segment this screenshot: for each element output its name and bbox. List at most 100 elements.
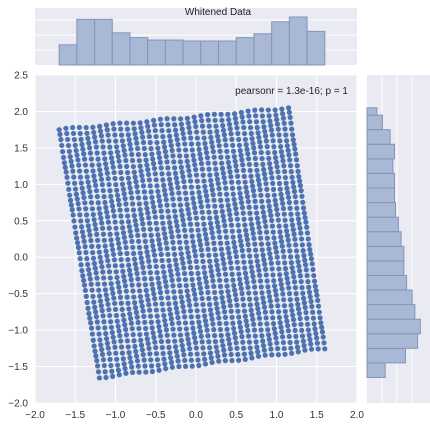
scatter-point (218, 246, 224, 252)
scatter-point (120, 143, 126, 149)
scatter-point (283, 223, 289, 229)
scatter-point (204, 155, 211, 161)
scatter-point (275, 169, 281, 175)
scatter-point (181, 265, 187, 271)
scatter-point (269, 217, 275, 224)
scatter-point (194, 221, 200, 227)
scatter-point (80, 273, 86, 279)
scatter-point (105, 345, 111, 351)
scatter-point (158, 295, 164, 301)
scatter-point (309, 303, 315, 310)
scatter-point (144, 249, 150, 255)
scatter-point (220, 170, 226, 176)
scatter-point (247, 345, 253, 351)
scatter-point (284, 143, 290, 149)
scatter-point (161, 230, 168, 237)
scatter-point (182, 320, 189, 326)
scatter-point (105, 132, 111, 138)
scatter-point (153, 133, 159, 140)
scatter-point (90, 337, 96, 343)
scatter-point (216, 229, 222, 235)
scatter-point (202, 231, 209, 237)
scatter-point (212, 203, 218, 209)
scatter-point (114, 231, 120, 237)
scatter-point (272, 155, 279, 161)
scatter-point (139, 129, 145, 135)
scatter-point (136, 244, 143, 251)
right-hist-bar (366, 260, 405, 276)
scatter-point (293, 333, 299, 339)
scatter-point (188, 270, 194, 277)
scatter-point (191, 287, 197, 293)
scatter-point (265, 332, 272, 338)
scatter-point (148, 363, 155, 369)
scatter-point (282, 351, 288, 357)
scatter-point (240, 119, 246, 125)
scatter-point (140, 221, 146, 227)
scatter-point (233, 253, 239, 260)
scatter-point (301, 300, 308, 306)
right-hist-bar (366, 129, 391, 145)
scatter-point (227, 346, 233, 352)
scatter-point (246, 296, 253, 302)
scatter-point (147, 183, 153, 189)
scatter-point (133, 309, 139, 315)
scatter-point (132, 343, 138, 350)
scatter-point (143, 157, 149, 163)
scatter-point (145, 128, 152, 134)
scatter-point (72, 224, 78, 230)
scatter-point (103, 336, 110, 342)
scatter-point (187, 346, 193, 352)
scatter-point (213, 166, 219, 172)
scatter-point (179, 256, 185, 262)
scatter-point (214, 305, 220, 312)
scatter-point (171, 116, 177, 122)
scatter-point (97, 293, 103, 299)
scatter-point (166, 257, 172, 264)
scatter-point (236, 271, 242, 277)
y-tick-label: −2.0 (8, 399, 28, 410)
scatter-point (157, 328, 163, 334)
scatter-point (150, 330, 156, 336)
scatter-point (286, 199, 292, 206)
scatter-point (115, 323, 121, 329)
scatter-point (266, 155, 272, 162)
scatter-point (281, 303, 288, 309)
scatter-point (147, 307, 153, 313)
scatter-point (233, 340, 239, 346)
scatter-point (101, 275, 107, 281)
scatter-point (187, 216, 193, 222)
scatter-point (205, 203, 211, 209)
scatter-point (154, 139, 160, 146)
top-hist-bar (147, 39, 166, 66)
scatter-point (237, 233, 243, 239)
scatter-point (133, 348, 139, 355)
scatter-point (285, 190, 291, 196)
scatter-point (209, 316, 215, 322)
scatter-point (192, 253, 199, 259)
scatter-point (156, 193, 162, 199)
scatter-point (270, 315, 276, 321)
scatter-point (110, 251, 117, 258)
scatter-point (182, 314, 188, 320)
scatter-point (272, 197, 278, 203)
scatter-point (183, 196, 189, 202)
scatter-point (221, 309, 228, 315)
scatter-point (214, 128, 220, 135)
scatter-point (201, 178, 207, 184)
scatter-point (239, 200, 245, 206)
scatter-point (158, 208, 164, 214)
scatter-point (157, 333, 164, 339)
scatter-point (291, 279, 298, 285)
scatter-point (219, 160, 225, 166)
scatter-point (197, 151, 203, 157)
scatter-point (153, 351, 160, 357)
scatter-point (95, 156, 101, 162)
scatter-point (116, 245, 123, 251)
scatter-point (126, 267, 133, 273)
scatter-point (94, 319, 100, 325)
scatter-point (168, 359, 175, 365)
scatter-point (109, 286, 115, 292)
scatter-point (268, 212, 274, 219)
scatter-point (302, 214, 308, 221)
